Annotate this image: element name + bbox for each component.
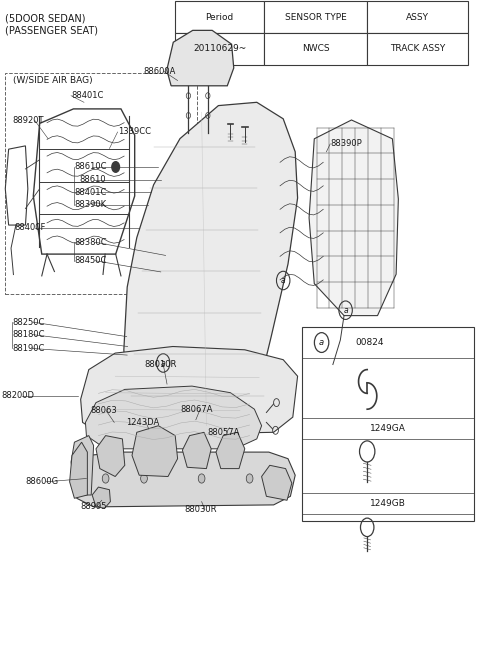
- Text: 1243DA: 1243DA: [126, 418, 159, 427]
- Circle shape: [141, 474, 147, 483]
- Polygon shape: [71, 436, 94, 495]
- Polygon shape: [92, 487, 110, 508]
- Text: 88400F: 88400F: [14, 223, 46, 232]
- Text: a: a: [343, 306, 348, 315]
- Circle shape: [198, 474, 205, 483]
- Text: a: a: [319, 338, 324, 347]
- Polygon shape: [132, 426, 178, 477]
- Text: 88200D: 88200D: [1, 391, 35, 401]
- Polygon shape: [85, 386, 262, 449]
- Polygon shape: [96, 436, 125, 477]
- Text: 88180C: 88180C: [12, 330, 45, 339]
- Text: 88401C: 88401C: [71, 91, 103, 100]
- Circle shape: [246, 474, 253, 483]
- Text: 88390P: 88390P: [330, 139, 362, 148]
- Text: 88057A: 88057A: [207, 428, 240, 437]
- Polygon shape: [167, 30, 234, 86]
- Circle shape: [112, 162, 120, 172]
- Text: a: a: [161, 358, 166, 368]
- Text: (PASSENGER SEAT): (PASSENGER SEAT): [5, 25, 98, 35]
- Text: (5DOOR SEDAN): (5DOOR SEDAN): [5, 13, 85, 23]
- Text: a: a: [281, 276, 286, 285]
- Text: 1249GB: 1249GB: [371, 499, 406, 508]
- Text: (W/SIDE AIR BAG): (W/SIDE AIR BAG): [13, 76, 93, 85]
- Polygon shape: [309, 120, 398, 315]
- Bar: [175, 33, 264, 65]
- Text: 88450C: 88450C: [74, 256, 107, 265]
- Text: 20110629~: 20110629~: [193, 44, 246, 53]
- Bar: [264, 1, 367, 33]
- Bar: [367, 1, 468, 33]
- Polygon shape: [262, 465, 292, 500]
- Text: ASSY: ASSY: [406, 13, 429, 22]
- Text: 88063: 88063: [90, 406, 117, 415]
- Bar: [175, 1, 264, 33]
- Circle shape: [102, 474, 109, 483]
- Text: 88190C: 88190C: [12, 344, 44, 353]
- Text: 88995: 88995: [81, 502, 107, 512]
- Text: NWCS: NWCS: [302, 44, 329, 53]
- Polygon shape: [216, 432, 245, 469]
- Text: 1249GA: 1249GA: [371, 424, 406, 433]
- Polygon shape: [182, 432, 211, 469]
- Text: SENSOR TYPE: SENSOR TYPE: [285, 13, 347, 22]
- Text: 88600A: 88600A: [143, 67, 175, 76]
- Text: 88030R: 88030R: [185, 505, 217, 514]
- Text: 88600G: 88600G: [25, 477, 59, 486]
- Text: 1339CC: 1339CC: [118, 127, 151, 137]
- Text: 88920T: 88920T: [12, 115, 44, 125]
- Polygon shape: [70, 442, 87, 498]
- Text: Period: Period: [205, 13, 234, 22]
- Bar: [264, 33, 367, 65]
- Bar: [5, 73, 197, 294]
- Bar: [367, 33, 468, 65]
- Text: 88610C: 88610C: [74, 162, 107, 172]
- Text: 00824: 00824: [355, 338, 384, 347]
- Text: 88610: 88610: [79, 175, 106, 184]
- Text: 88390K: 88390K: [74, 200, 107, 209]
- Text: 88380C: 88380C: [74, 238, 107, 247]
- Polygon shape: [76, 452, 295, 507]
- Text: 88250C: 88250C: [12, 317, 44, 327]
- Text: 88010R: 88010R: [144, 360, 176, 369]
- Text: 88401C: 88401C: [74, 187, 107, 197]
- Polygon shape: [124, 102, 298, 432]
- Text: 88067A: 88067A: [180, 405, 213, 414]
- Text: TRACK ASSY: TRACK ASSY: [390, 44, 445, 53]
- Polygon shape: [81, 346, 298, 436]
- Bar: [302, 327, 474, 521]
